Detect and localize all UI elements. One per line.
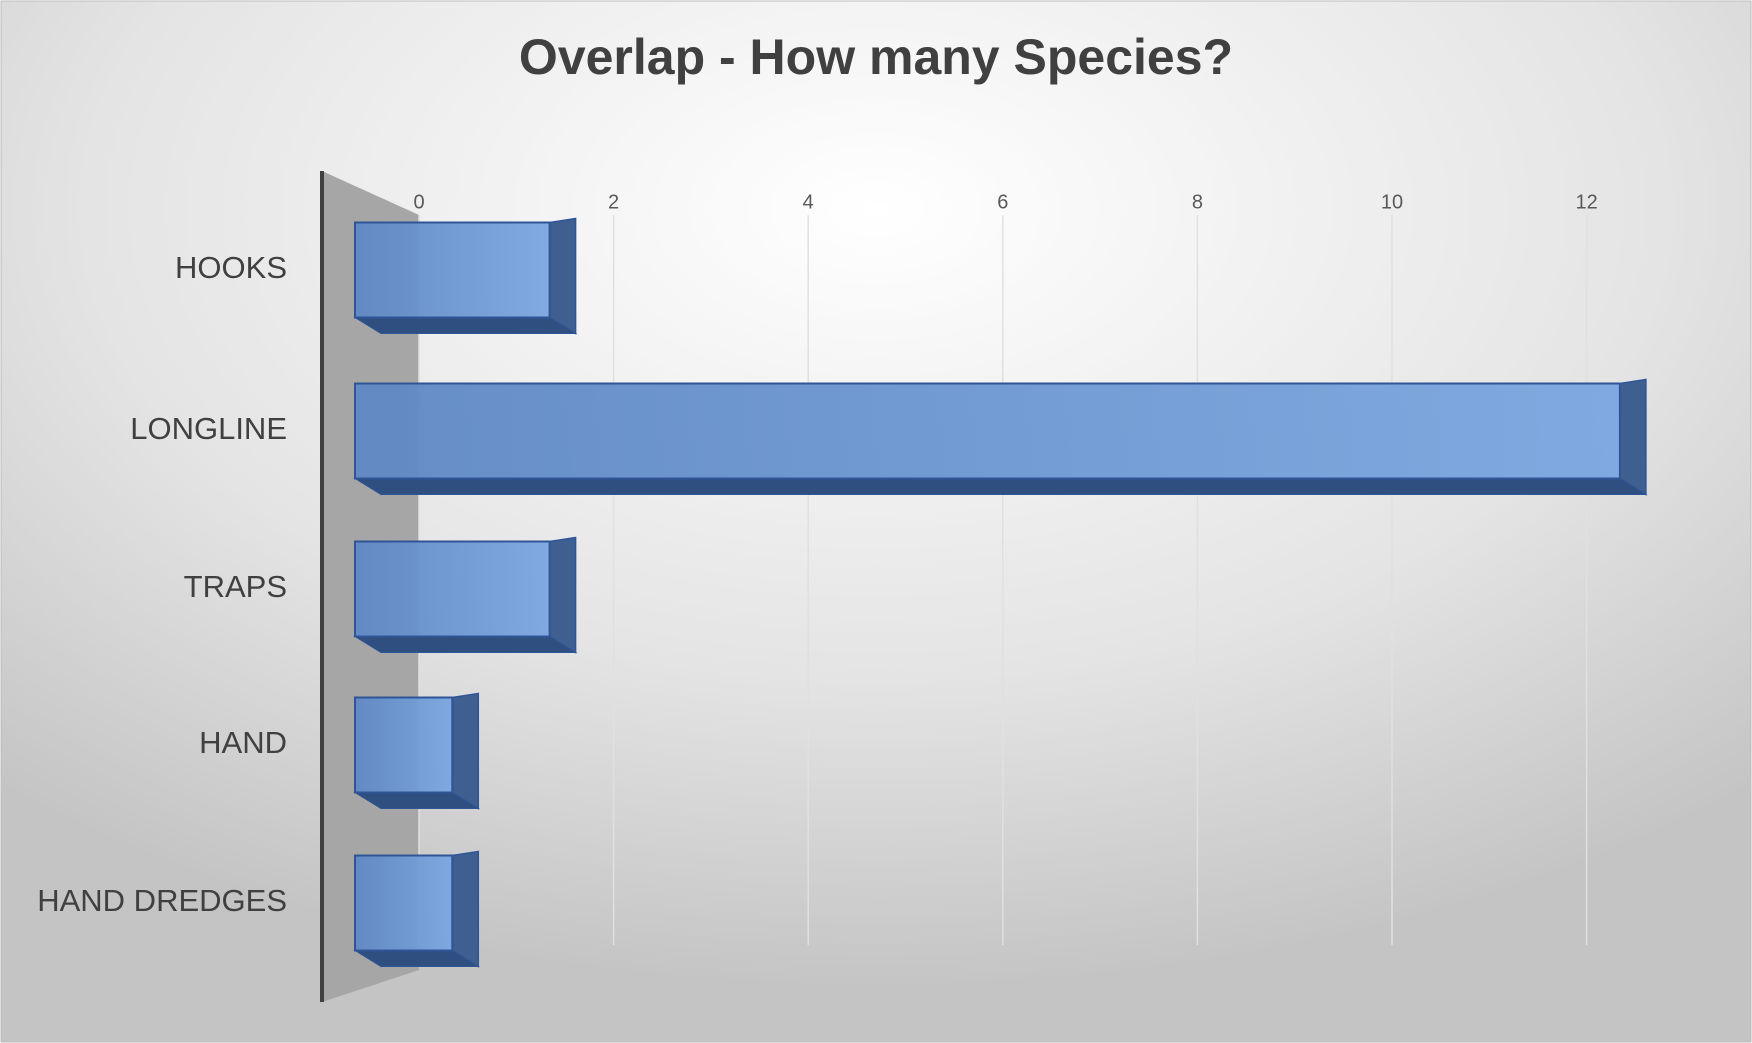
x-tick-label: 0 — [413, 191, 424, 213]
x-tick-label: 10 — [1381, 191, 1403, 213]
y-tick-label: HOOKS — [175, 250, 287, 285]
x-tick-label: 2 — [608, 191, 619, 213]
x-tick-label: 12 — [1575, 191, 1597, 213]
y-tick-label: TRAPS — [184, 569, 287, 604]
x-tick-label: 4 — [803, 191, 814, 213]
y-tick-label: HAND DREDGES — [37, 883, 287, 918]
bar — [354, 540, 551, 638]
bar-bottom — [353, 317, 578, 334]
bar — [354, 854, 454, 952]
bar — [354, 221, 551, 319]
bar-side — [1619, 378, 1647, 496]
x-tick-label: 8 — [1192, 191, 1203, 213]
bar-bottom — [353, 478, 1648, 495]
x-tick-label: 6 — [997, 191, 1008, 213]
bar-side — [548, 217, 577, 335]
plot-area: 0 2 4 6 8 10 12 HOOKS LONGLINE TRAPS HAND HAND DRED… — [37, 191, 1648, 968]
bar-side — [451, 850, 480, 968]
bar — [354, 382, 1621, 480]
bar-side — [451, 692, 480, 810]
y-tick-label: HAND — [199, 725, 287, 760]
bar-bottom — [353, 636, 578, 653]
bar — [354, 696, 454, 794]
bar-side — [548, 536, 577, 654]
y-tick-label: LONGLINE — [130, 411, 287, 446]
chart-title: Overlap - How many Species? — [519, 29, 1233, 85]
